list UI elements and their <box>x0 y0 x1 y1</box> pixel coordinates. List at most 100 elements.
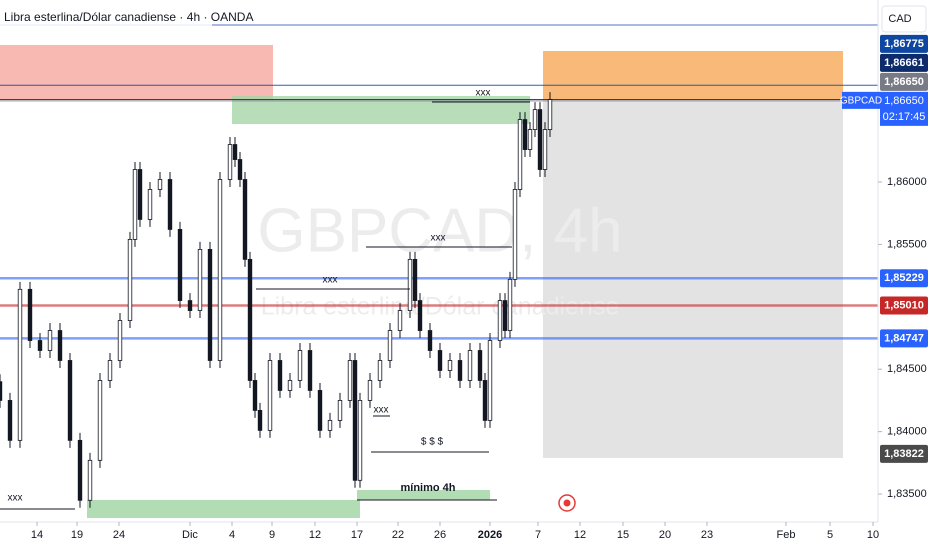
candle-body <box>197 248 203 311</box>
candle-body <box>237 159 243 180</box>
x-tick-label: 12 <box>574 529 586 541</box>
candle-body <box>487 340 493 421</box>
candle-body <box>57 330 63 361</box>
x-tick-label: 4 <box>229 529 235 541</box>
symbol-tag-bg <box>842 91 880 109</box>
candle-body <box>227 144 233 180</box>
currency: CAD <box>888 13 911 25</box>
x-tick-label: 17 <box>351 529 363 541</box>
level-label-bg <box>880 34 928 53</box>
x-tick-label: 9 <box>269 529 275 541</box>
candle-body <box>297 350 303 381</box>
x-tick-label: 10 <box>867 529 879 541</box>
candle-body <box>0 381 3 401</box>
target-zone <box>543 51 843 100</box>
candles <box>0 92 553 508</box>
candle-body <box>482 380 488 421</box>
candle-body <box>277 360 283 391</box>
level-label: 1,84747 <box>884 332 924 344</box>
candle-body <box>517 119 523 190</box>
level-label-bg <box>880 269 928 288</box>
candle-body <box>377 360 383 381</box>
x-tick-label: 19 <box>71 529 83 541</box>
y-tick-label: 1,84000 <box>887 426 927 438</box>
x-tick-label: 5 <box>827 529 833 541</box>
watermark: GBPCAD, 4h <box>257 196 622 265</box>
candle-body <box>127 239 133 321</box>
level-label: 1,86650 <box>884 76 924 88</box>
candle-body <box>497 300 503 341</box>
annotations: xxx xxx xxx $ $ $ xxx xxx mínimo 4h <box>0 88 576 512</box>
annotation: xxx <box>323 275 338 286</box>
level-label: 1,85229 <box>884 272 924 284</box>
candle-body <box>267 360 273 431</box>
annotation: xxx <box>8 493 23 504</box>
candle-body <box>437 350 443 371</box>
axes: 1,86000 1,85500 1,84500 1,84000 1,83500 14 19 2… <box>31 176 927 541</box>
candle-body <box>132 169 138 240</box>
candle-body <box>187 300 193 311</box>
candle-body <box>417 300 423 331</box>
candle-body <box>327 419 333 431</box>
level-label: 1,85010 <box>884 299 924 311</box>
candle-body <box>512 189 518 280</box>
x-tick-label: 14 <box>31 529 43 541</box>
candle-body <box>37 340 43 351</box>
level-label: 1,83822 <box>884 448 924 460</box>
currency-button[interactable] <box>881 5 927 33</box>
candle-body <box>387 330 393 361</box>
candle-body <box>287 380 293 391</box>
candle-body <box>17 288 23 441</box>
candle-body <box>367 380 373 401</box>
level-label: 1,86661 <box>884 57 924 69</box>
candle-body <box>252 380 258 411</box>
x-tick-label: 26 <box>434 529 446 541</box>
candle-body <box>207 248 213 361</box>
x-tick-label: 15 <box>617 529 629 541</box>
candle-body <box>317 390 323 431</box>
demand-zone <box>357 490 490 500</box>
candle-body <box>242 179 248 260</box>
symbol-tag: GBPCAD <box>840 95 882 106</box>
candle-body <box>117 320 123 361</box>
x-tick-label: 2026 <box>478 529 502 541</box>
supply-zone <box>0 45 273 100</box>
annotation: xxx <box>431 233 446 244</box>
y-tick-label: 1,85500 <box>887 238 927 250</box>
candle-body <box>77 439 83 501</box>
candle-body <box>507 278 513 331</box>
level-label-bg <box>880 444 928 463</box>
candle-body <box>397 310 403 331</box>
last-price: 1,86650 <box>884 95 924 107</box>
candle-body <box>447 360 453 371</box>
x-tick-label: 22 <box>392 529 404 541</box>
candle-body <box>522 119 528 150</box>
candle-body <box>427 330 433 351</box>
x-tick-label: 7 <box>535 529 541 541</box>
level-label-bg <box>880 329 928 348</box>
candle-body <box>477 350 483 381</box>
x-tick-label: 20 <box>659 529 671 541</box>
candle-body <box>467 350 473 381</box>
candle-body <box>232 144 238 160</box>
candle-body <box>412 258 418 301</box>
candle-body <box>502 300 508 331</box>
event-icon-dot <box>563 499 571 507</box>
y-tick-label: 1,84500 <box>887 363 927 375</box>
y-tick-label: 1,83500 <box>887 488 927 500</box>
candle-body <box>532 109 538 130</box>
candle-body <box>47 330 53 351</box>
candle-body <box>87 459 93 501</box>
candle-body <box>527 129 533 150</box>
candle-body <box>257 410 263 431</box>
candle-body <box>97 380 103 461</box>
candle-body <box>107 360 113 381</box>
candle-body <box>157 179 163 190</box>
demand-zone <box>232 96 530 124</box>
chart-title: Libra esterlina/Dólar canadiense · 4h · … <box>4 10 253 24</box>
y-tick-label: 1,86000 <box>887 176 927 188</box>
candle-body <box>307 350 313 391</box>
candle-body <box>147 189 153 220</box>
annotation: $ $ $ <box>421 437 444 448</box>
